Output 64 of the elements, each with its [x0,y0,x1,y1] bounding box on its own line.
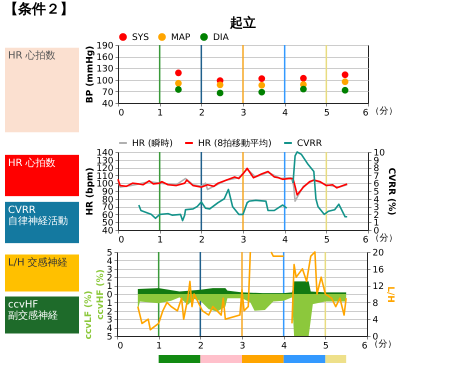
text: ccvLF (%) [84,290,94,340]
text: HR 心拍数 [8,50,56,62]
x-tick-label: 3 [240,342,246,352]
y-axis-title: HR (bpm) [85,167,96,216]
x-tick-label: 0 [118,236,124,246]
y-tick-label: 4 [106,324,113,334]
y-tick-label: 3 [106,316,112,326]
x-tick-label: 0 [118,108,124,118]
x-axis-title: （分） [370,106,398,116]
x-tick-label: 3 [240,236,246,246]
x-tick-label: 1 [157,236,164,246]
y-tick-label: 160 [96,53,114,64]
y-tick-label: 0 [106,290,113,300]
y-axis-title: BP (mmHg) [85,46,96,104]
text: ccvHF 副交感神経 [8,300,58,322]
legend-label: HR (8拍移動平均) [198,138,272,149]
x-tick-label: 4 [282,108,288,118]
y-tick-label: 4 [106,256,113,267]
y-tick-label: 1 [106,298,112,309]
y-tick-label: 40 [102,226,114,236]
x-tick-label: 5 [324,108,330,118]
y-tick-label: 70 [102,88,114,98]
text: CVRR 自律神経活動 [8,204,68,227]
x-tick-label: 2 [198,108,205,118]
y-tick-label: 1 [106,282,112,292]
y2-axis-title: L/H [384,286,395,303]
text: L/H 交感神経 [8,256,68,269]
legend-label: CVRR [297,139,322,149]
chart-title: 起立 [229,15,256,31]
y-tick-label: 3 [106,265,112,276]
x-tick-label: 6 [362,236,369,246]
legend-label: MAP [171,33,191,43]
y-tick-label: 5 [106,248,112,258]
y-tick-label: 130 [96,64,114,75]
legend-label: SYS [132,33,150,43]
y2-tick-label: 4 [372,316,378,326]
x-tick-label: 1 [157,108,164,118]
y-axis-title: ccvHF (%) [96,269,106,320]
legend-label: DIA [213,33,230,43]
x-tick-label: 4 [281,342,288,352]
y-tick-label: 40 [102,100,114,110]
y2-tick-label: 16 [372,265,384,276]
y2-tick-label: 12 [372,282,384,292]
legend-label: HR (瞬時) [132,138,173,149]
y2-axis-title: CVRR (%) [386,168,396,216]
y-tick-label: 2 [106,274,112,284]
x-tick-label: 5 [324,236,330,246]
text: HR 心拍数 [8,156,56,169]
x-tick-label: 6 [362,342,368,352]
y2-tick-label: 20 [372,248,384,258]
x-tick-label: 4 [282,236,288,246]
y2-tick-label: 5 [374,188,380,198]
chart-subtitle: 【条件２】 [4,2,74,18]
x-tick-label: 3 [240,108,246,118]
x-tick-label: 2 [198,236,205,246]
x-tick-label: 6 [362,108,369,118]
x-tick-label: 0 [118,342,124,352]
x-tick-label: 5 [322,342,329,352]
x-tick-label: 1 [156,342,162,352]
y-tick-label: 100 [96,76,114,86]
y-tick-label: 5 [106,332,112,342]
y2-tick-label: 8 [372,298,378,309]
x-tick-label: 2 [198,342,204,352]
y-tick-label: 190 [96,42,114,52]
